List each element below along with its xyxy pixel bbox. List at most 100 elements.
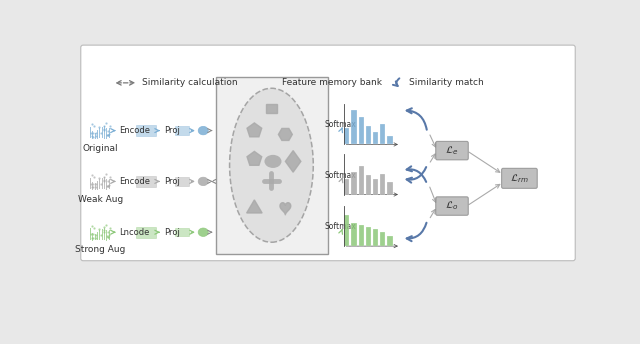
Bar xyxy=(373,229,378,246)
Bar xyxy=(387,236,393,246)
Bar xyxy=(358,166,364,194)
Point xyxy=(88,181,99,186)
Point xyxy=(86,130,96,136)
Point xyxy=(88,185,98,190)
Point xyxy=(104,131,115,137)
Text: $\mathcal{L}_o$: $\mathcal{L}_o$ xyxy=(445,200,459,213)
Point xyxy=(104,174,115,180)
FancyBboxPatch shape xyxy=(175,228,189,236)
FancyBboxPatch shape xyxy=(436,141,468,160)
Bar xyxy=(216,77,328,254)
Point xyxy=(99,229,109,234)
Point xyxy=(86,232,96,237)
Point xyxy=(99,174,109,179)
Point xyxy=(86,181,96,186)
Text: $\mathcal{L}_{rm}$: $\mathcal{L}_{rm}$ xyxy=(510,172,529,185)
Bar xyxy=(380,123,385,144)
Point xyxy=(102,234,112,239)
Point xyxy=(101,120,111,126)
Point xyxy=(102,132,113,138)
Polygon shape xyxy=(280,203,291,215)
Point xyxy=(102,234,113,239)
Point xyxy=(101,171,111,176)
Point xyxy=(92,232,102,237)
FancyBboxPatch shape xyxy=(436,197,468,215)
Bar xyxy=(344,128,349,144)
Bar xyxy=(380,174,385,194)
Bar xyxy=(387,136,393,144)
Point xyxy=(92,181,102,186)
Text: Lncode: Lncode xyxy=(120,228,150,237)
Bar xyxy=(266,104,277,113)
Bar xyxy=(380,232,385,246)
Point xyxy=(92,235,102,240)
Bar xyxy=(366,227,371,246)
Text: Similarity calculation: Similarity calculation xyxy=(142,78,237,87)
Text: Strong Aug: Strong Aug xyxy=(75,245,125,254)
Bar xyxy=(373,179,378,194)
Point xyxy=(102,183,113,189)
Point xyxy=(86,172,97,178)
Point xyxy=(99,225,109,230)
Point xyxy=(99,177,109,182)
FancyBboxPatch shape xyxy=(502,168,537,189)
Text: Encode: Encode xyxy=(120,177,150,186)
FancyBboxPatch shape xyxy=(175,177,189,186)
Point xyxy=(102,132,112,138)
Point xyxy=(96,130,106,136)
Text: Proj: Proj xyxy=(164,126,180,135)
Point xyxy=(88,134,98,139)
Point xyxy=(93,226,104,232)
Point xyxy=(103,179,113,184)
Polygon shape xyxy=(278,128,292,140)
FancyBboxPatch shape xyxy=(136,176,156,187)
Point xyxy=(104,123,115,129)
Polygon shape xyxy=(247,151,262,165)
Point xyxy=(92,130,102,136)
Point xyxy=(92,184,102,190)
Ellipse shape xyxy=(230,88,313,242)
Point xyxy=(96,232,106,237)
Text: Original: Original xyxy=(83,144,118,153)
Bar xyxy=(366,127,371,144)
Point xyxy=(99,126,109,131)
Point xyxy=(101,222,111,227)
Point xyxy=(99,127,109,133)
Point xyxy=(89,123,99,129)
Point xyxy=(89,225,99,231)
Point xyxy=(89,174,99,180)
Text: Softmax: Softmax xyxy=(324,222,356,230)
Point xyxy=(99,178,109,183)
Point xyxy=(93,125,104,130)
Bar xyxy=(351,223,356,246)
Bar xyxy=(387,182,393,194)
FancyBboxPatch shape xyxy=(136,125,156,136)
Point xyxy=(96,181,106,187)
Text: Similarity match: Similarity match xyxy=(410,78,484,87)
Ellipse shape xyxy=(198,228,208,236)
FancyArrowPatch shape xyxy=(393,78,399,86)
FancyBboxPatch shape xyxy=(175,126,189,135)
Point xyxy=(93,175,104,181)
Point xyxy=(102,183,112,188)
Text: Softmax: Softmax xyxy=(324,171,356,180)
Bar xyxy=(344,179,349,194)
Point xyxy=(102,183,113,189)
Point xyxy=(86,223,97,228)
Text: Proj: Proj xyxy=(164,177,180,186)
Ellipse shape xyxy=(198,177,208,186)
Text: Encode: Encode xyxy=(120,126,150,135)
Point xyxy=(99,123,109,129)
Point xyxy=(86,121,97,127)
Bar xyxy=(366,175,371,194)
Bar xyxy=(373,132,378,144)
Polygon shape xyxy=(246,200,262,213)
Point xyxy=(102,132,113,138)
Bar xyxy=(358,117,364,144)
Bar xyxy=(351,110,356,144)
Polygon shape xyxy=(285,151,301,172)
Text: Feature memory bank: Feature memory bank xyxy=(282,78,381,87)
FancyBboxPatch shape xyxy=(81,45,575,261)
Point xyxy=(88,232,99,237)
Text: $\mathcal{L}_e$: $\mathcal{L}_e$ xyxy=(445,144,459,157)
